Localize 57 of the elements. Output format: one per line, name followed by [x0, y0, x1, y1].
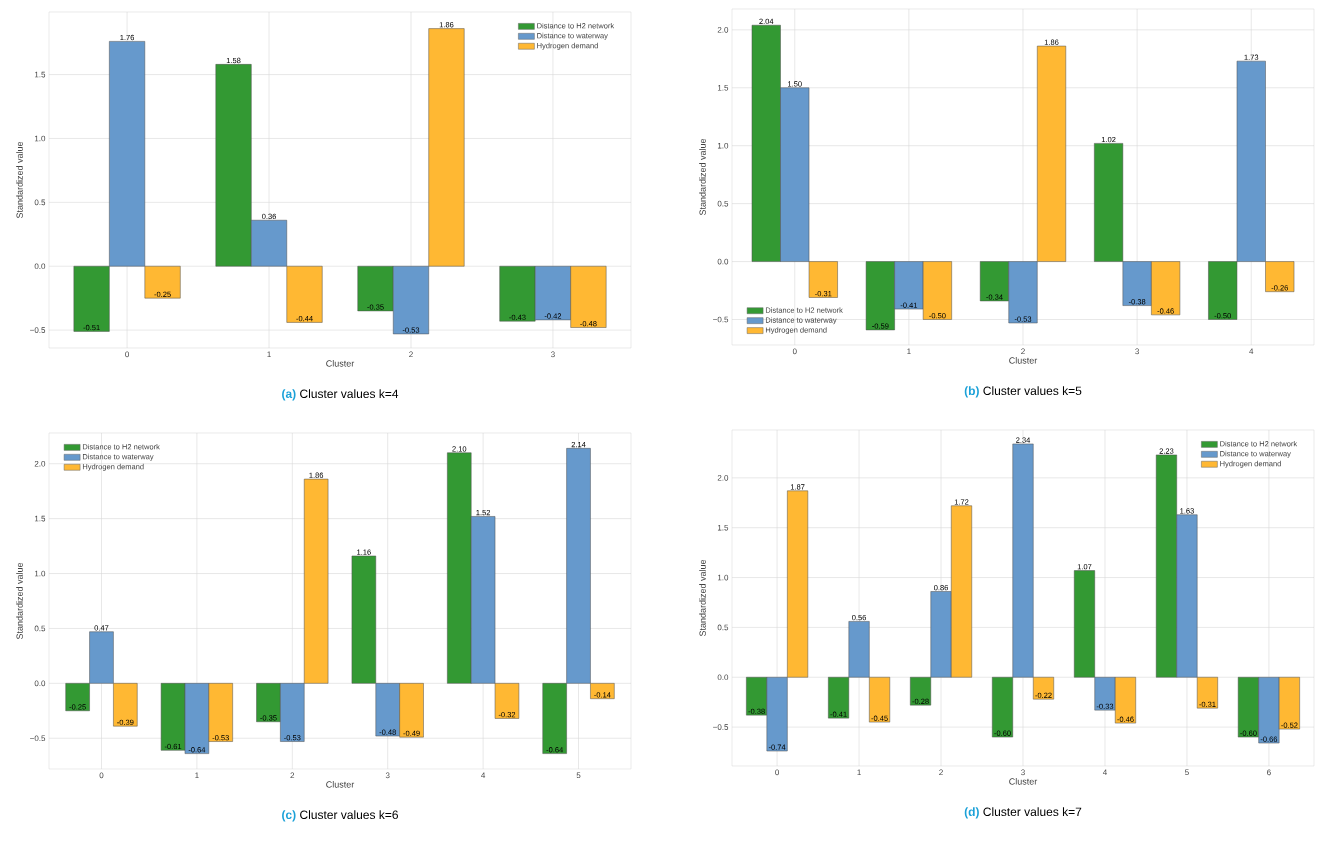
y-tick-label: 0.0: [34, 263, 46, 270]
y-tick-label: 2.0: [717, 475, 729, 481]
x-tick-label: 0: [792, 348, 797, 355]
x-tick-label: 3: [551, 351, 555, 358]
text: (b) Cluster values k=5: [964, 386, 1082, 398]
y-tick-label: 1.0: [34, 570, 46, 577]
y-tick-label: 1.5: [717, 524, 729, 531]
x-tick-label: 2: [1021, 348, 1025, 355]
x-tick-label: 6: [1267, 769, 1271, 776]
text: (a) Cluster values k=4: [282, 389, 399, 401]
x-tick-label: 4: [1102, 769, 1107, 776]
y-tick-label: 1.5: [34, 515, 46, 522]
x-tick-label: 5: [1185, 769, 1189, 776]
x-tick-label: 1: [907, 348, 911, 355]
x-tick-label: 1: [857, 769, 861, 776]
y-tick-label: −0.5: [713, 316, 729, 323]
y-tick-label: −0.5: [713, 724, 729, 730]
x-tick-label: 3: [385, 772, 390, 779]
y-tick-label: 0.0: [717, 258, 729, 265]
x-tick-label: 0: [125, 351, 129, 358]
y-tick-label: 2.0: [717, 27, 729, 33]
y-axis-title: Standardized value: [699, 138, 706, 216]
y-tick-label: 0.5: [717, 624, 729, 631]
y-tick-label: 2.0: [34, 460, 46, 467]
y-tick-label: −0.5: [30, 327, 46, 333]
text: (d) Cluster values k=7: [964, 807, 1082, 819]
x-tick-label: 3: [1135, 348, 1139, 355]
x-tick-label: 2: [939, 769, 943, 776]
x-axis-title: Cluster: [326, 360, 355, 367]
x-axis-title: Cluster: [1009, 357, 1038, 364]
x-tick-label: 1: [267, 351, 271, 358]
x-tick-label: 0: [775, 769, 780, 776]
x-tick-label: 3: [1021, 769, 1025, 776]
y-axis-title: Standardized value: [16, 141, 23, 219]
y-tick-label: 1.0: [34, 135, 46, 142]
y-tick-label: 0.5: [34, 625, 46, 632]
x-tick-label: 4: [481, 772, 486, 779]
y-axis-title: Standardized value: [699, 559, 706, 637]
y-tick-label: −0.5: [30, 735, 46, 742]
y-tick-label: 0.5: [717, 200, 729, 207]
x-tick-label: 2: [409, 351, 413, 358]
x-tick-label: 2: [290, 772, 295, 779]
y-tick-label: 0.0: [717, 674, 729, 681]
y-tick-label: 1.5: [717, 84, 729, 91]
y-tick-label: 0.0: [34, 680, 46, 687]
x-tick-label: 0: [99, 772, 104, 779]
x-axis-title: Cluster: [1009, 778, 1038, 785]
y-tick-label: 1.0: [717, 142, 729, 149]
x-tick-label: 5: [576, 772, 581, 779]
x-tick-label: 1: [195, 772, 199, 779]
y-tick-label: 1.5: [34, 71, 46, 78]
x-axis-title: Cluster: [326, 781, 355, 788]
y-tick-label: 1.0: [717, 574, 729, 581]
y-tick-label: 0.5: [34, 199, 46, 206]
y-axis-title: Standardized value: [16, 562, 23, 640]
x-tick-label: 4: [1249, 348, 1254, 355]
text: (c) Cluster values k=6: [282, 810, 398, 822]
